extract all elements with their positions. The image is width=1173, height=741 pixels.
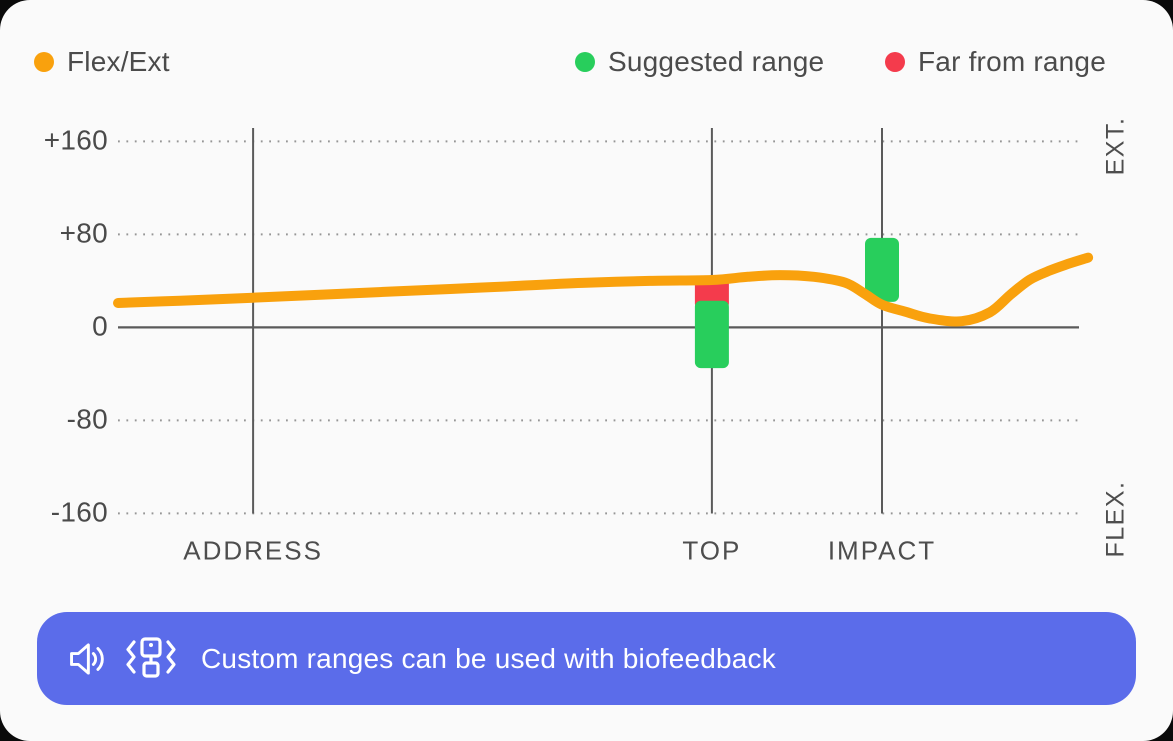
legend-item-flex-ext: Flex/Ext — [34, 46, 170, 78]
x-axis-label-impact: IMPACT — [827, 535, 937, 566]
x-axis-label-address: ADDRESS — [183, 535, 323, 566]
banner-text: Custom ranges can be used with biofeedba… — [201, 642, 776, 674]
far-from-range-dot-icon — [885, 52, 905, 72]
y-tick-minus-160: -160 — [50, 496, 108, 528]
vibration-icon — [126, 636, 176, 678]
y-tick-minus-80: -80 — [66, 403, 108, 435]
y-tick-plus-80: +80 — [59, 217, 108, 249]
legend-label: Flex/Ext — [67, 46, 170, 77]
biofeedback-banner[interactable]: Custom ranges can be used with biofeedba… — [37, 612, 1136, 705]
x-axis-label-top: TOP — [682, 535, 742, 566]
flex-ext-dot-icon — [34, 52, 54, 72]
suggested-range-dot-icon — [575, 52, 595, 72]
speaker-icon — [70, 642, 104, 675]
y-tick-plus-160: +160 — [43, 124, 108, 156]
legend-label: Suggested range — [608, 46, 825, 77]
legend-label: Far from range — [918, 46, 1106, 77]
legend-item-far-from-range: Far from range — [885, 46, 1106, 78]
y-tick-zero: 0 — [92, 310, 108, 342]
right-axis-flex-label: FLEX. — [1101, 480, 1130, 558]
legend-item-suggested-range: Suggested range — [575, 46, 824, 78]
right-axis-ext-label: EXT. — [1101, 116, 1130, 176]
